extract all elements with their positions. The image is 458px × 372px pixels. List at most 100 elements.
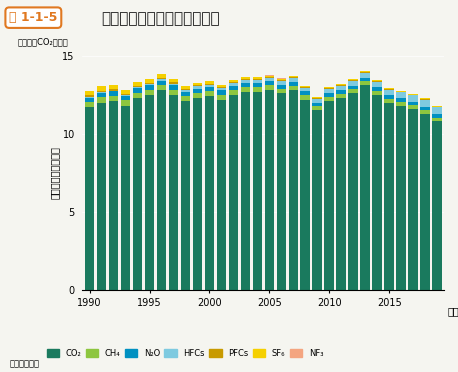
Bar <box>265 78 274 81</box>
Bar <box>85 108 94 290</box>
Bar <box>193 86 202 89</box>
Bar <box>277 78 286 80</box>
Bar <box>205 87 214 92</box>
Bar <box>181 101 190 290</box>
Bar <box>145 90 154 95</box>
Bar <box>181 86 190 89</box>
Bar <box>349 81 358 86</box>
Bar <box>97 93 106 97</box>
Bar <box>157 90 166 290</box>
Text: 我が国の温室効果ガス排出量: 我が国の温室効果ガス排出量 <box>101 11 219 26</box>
Bar <box>169 82 178 84</box>
Bar <box>252 87 262 92</box>
Bar <box>277 89 286 93</box>
Bar <box>205 84 214 87</box>
Text: （年度）: （年度） <box>448 307 458 317</box>
Bar <box>240 77 250 79</box>
Bar <box>133 98 142 290</box>
Bar <box>133 93 142 98</box>
Bar <box>97 103 106 290</box>
Bar <box>289 90 298 290</box>
Bar <box>97 92 106 93</box>
Bar <box>312 106 322 110</box>
Bar <box>324 97 334 101</box>
Bar <box>300 92 310 95</box>
Bar <box>157 79 166 81</box>
Bar <box>277 80 286 81</box>
Bar <box>97 97 106 103</box>
Bar <box>337 84 346 85</box>
Bar <box>121 96 131 100</box>
Bar <box>145 84 154 85</box>
Bar <box>372 82 382 87</box>
Bar <box>193 98 202 290</box>
Bar <box>432 118 442 121</box>
Bar <box>193 93 202 98</box>
Bar <box>97 86 106 91</box>
Text: 図 1-1-5: 図 1-1-5 <box>9 11 58 24</box>
Bar <box>240 92 250 290</box>
Bar <box>384 103 394 290</box>
Bar <box>121 106 131 290</box>
Bar <box>432 114 442 118</box>
Bar <box>384 90 394 95</box>
Bar <box>384 95 394 99</box>
Bar <box>181 96 190 101</box>
Bar <box>97 91 106 92</box>
Bar <box>289 76 298 77</box>
Bar <box>109 96 118 101</box>
Bar <box>372 91 382 95</box>
Bar <box>145 79 154 83</box>
Bar <box>409 95 418 102</box>
Bar <box>252 79 262 80</box>
Bar <box>133 87 142 88</box>
Bar <box>420 99 430 100</box>
Bar <box>337 94 346 98</box>
Bar <box>85 91 94 96</box>
Bar <box>324 87 334 89</box>
Bar <box>265 90 274 290</box>
Bar <box>312 99 322 103</box>
Bar <box>205 96 214 290</box>
Bar <box>420 110 430 113</box>
Bar <box>157 74 166 77</box>
Bar <box>229 95 238 290</box>
Bar <box>312 103 322 106</box>
Bar <box>337 98 346 290</box>
Bar <box>337 85 346 86</box>
Bar <box>133 88 142 93</box>
Bar <box>229 90 238 95</box>
Bar <box>157 81 166 85</box>
Bar <box>396 102 406 106</box>
Bar <box>396 91 406 92</box>
Bar <box>277 84 286 89</box>
Bar <box>432 106 442 107</box>
Bar <box>396 99 406 102</box>
Bar <box>289 78 298 82</box>
Bar <box>312 98 322 99</box>
Bar <box>337 90 346 94</box>
Bar <box>157 85 166 90</box>
Bar <box>252 92 262 290</box>
Bar <box>277 93 286 290</box>
Bar <box>384 99 394 103</box>
Bar <box>432 121 442 290</box>
Bar <box>217 88 226 90</box>
Bar <box>217 100 226 290</box>
Bar <box>133 86 142 87</box>
Bar <box>349 89 358 93</box>
Bar <box>193 83 202 86</box>
Bar <box>300 87 310 92</box>
Bar <box>409 105 418 109</box>
Bar <box>217 85 226 87</box>
Text: （億トンCO₂換算）: （億トンCO₂換算） <box>17 37 68 46</box>
Bar <box>420 106 430 110</box>
Bar <box>420 100 430 106</box>
Bar <box>240 79 250 80</box>
Bar <box>217 87 226 88</box>
Bar <box>360 71 370 72</box>
Bar <box>229 86 238 90</box>
Bar <box>360 73 370 78</box>
Bar <box>312 97 322 98</box>
Bar <box>396 92 406 99</box>
